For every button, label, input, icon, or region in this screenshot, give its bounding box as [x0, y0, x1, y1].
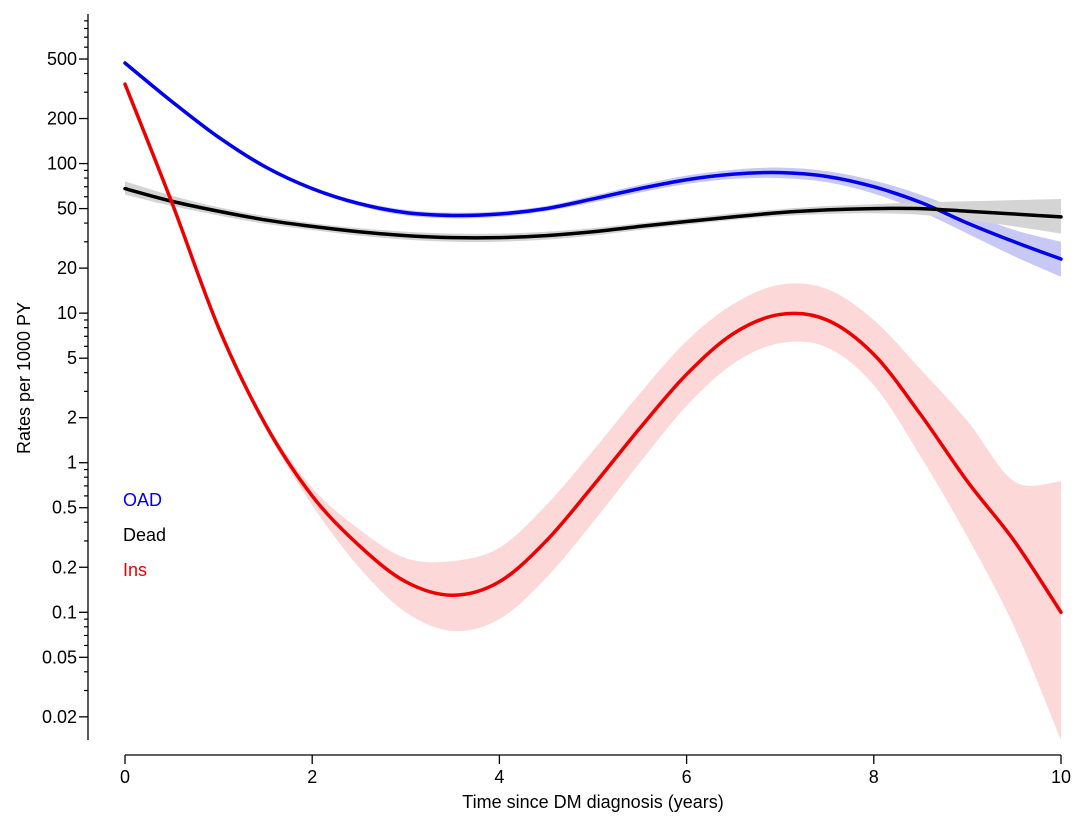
x-axis-title: Time since DM diagnosis (years) — [462, 792, 723, 812]
x-tick-label: 0 — [120, 767, 130, 787]
band-dead — [125, 181, 1061, 243]
y-axis: 0.02 0.05 0.1 0.2 0.5 1 2 5 10 20 50 100 200 500 — [42, 14, 89, 740]
y-tick-label: 0.05 — [42, 647, 77, 667]
y-tick-label: 200 — [47, 109, 77, 129]
y-tick-label: 500 — [47, 49, 77, 69]
x-tick-label: 10 — [1051, 767, 1071, 787]
line-dead — [123, 186, 1063, 240]
y-tick-label: 10 — [57, 303, 77, 323]
y-axis-title: Rates per 1000 PY — [14, 302, 34, 454]
x-tick-label: 2 — [307, 767, 317, 787]
series-lines — [123, 61, 1063, 615]
line-oad — [123, 61, 1063, 261]
legend-entry-dead: Dead — [123, 525, 166, 545]
y-tick-label: 0.2 — [52, 557, 77, 577]
x-tick-label: 4 — [494, 767, 504, 787]
y-tick-label: 5 — [67, 348, 77, 368]
confidence-bands — [125, 61, 1061, 740]
y-tick-label: 0.02 — [42, 707, 77, 727]
legend: OAD Dead Ins — [123, 490, 166, 580]
legend-entry-oad: OAD — [123, 490, 162, 510]
y-tick-label: 1 — [67, 453, 77, 473]
y-tick-label: 100 — [47, 154, 77, 174]
y-tick-label: 20 — [57, 258, 77, 278]
y-tick-label: 2 — [67, 408, 77, 428]
y-tick-label: 50 — [57, 199, 77, 219]
band-ins — [125, 82, 1061, 740]
y-tick-label: 0.1 — [52, 602, 77, 622]
x-tick-label: 8 — [869, 767, 879, 787]
x-axis: 0 2 4 6 8 10 — [120, 754, 1071, 787]
y-tick-label: 0.5 — [52, 498, 77, 518]
line-ins — [123, 82, 1063, 615]
x-tick-label: 6 — [682, 767, 692, 787]
legend-entry-ins: Ins — [123, 560, 147, 580]
